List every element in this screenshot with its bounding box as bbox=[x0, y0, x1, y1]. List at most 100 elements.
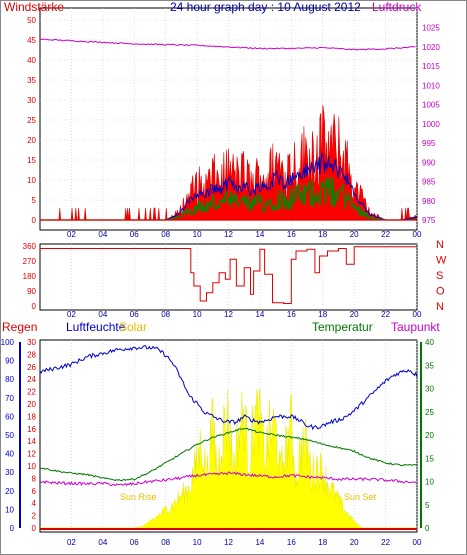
temperature-tick-label: 20 bbox=[425, 431, 434, 440]
direction-tick-label: 360 bbox=[23, 242, 37, 251]
wind-axis-title: Windstärke bbox=[4, 0, 64, 14]
x-tick-label: 04 bbox=[98, 310, 107, 319]
sunset-label: Sun Set bbox=[344, 492, 377, 502]
humidity-tick-label: 90 bbox=[5, 357, 14, 366]
series-temperature bbox=[39, 427, 418, 482]
pressure-tick-label: 1015 bbox=[422, 62, 440, 71]
temperature-tick-label: 30 bbox=[425, 385, 434, 394]
series-pressure bbox=[39, 38, 416, 51]
solar-axis-title: Solar bbox=[119, 320, 147, 334]
x-tick-label: 08 bbox=[161, 230, 170, 239]
humidity-tick-label: 50 bbox=[5, 431, 14, 440]
direction-tick-label: 180 bbox=[23, 272, 37, 281]
wind-tick-label: 15 bbox=[27, 156, 36, 165]
direction-tick-label: 0 bbox=[32, 302, 37, 311]
pressure-tick-label: 990 bbox=[422, 158, 436, 167]
temperature-axis-title: Temperatur bbox=[312, 320, 373, 334]
sunrise-label: Sun Rise bbox=[120, 492, 157, 502]
x-tick-label: 10 bbox=[193, 310, 202, 319]
x-tick-label: 12 bbox=[224, 310, 233, 319]
wind-tick-label: 35 bbox=[27, 76, 36, 85]
wind-tick-label: 20 bbox=[27, 136, 36, 145]
x-tick-label: 20 bbox=[350, 310, 359, 319]
x-tick-label: 12 bbox=[224, 230, 233, 239]
temperature-tick-label: 35 bbox=[425, 361, 434, 370]
x-tick-label: 14 bbox=[255, 538, 264, 547]
solar-tick-label: 8 bbox=[32, 474, 37, 483]
pressure-tick-label: 1025 bbox=[422, 24, 440, 33]
wind-tick-label: 25 bbox=[27, 116, 36, 125]
temperature-tick-label: 10 bbox=[425, 478, 434, 487]
series-layer bbox=[39, 38, 418, 530]
series-wind-direction bbox=[40, 246, 417, 304]
wind-tick-label: 5 bbox=[32, 196, 37, 205]
temperature-tick-label: 15 bbox=[425, 454, 434, 463]
solar-tick-label: 10 bbox=[27, 462, 36, 471]
pressure-tick-label: 1005 bbox=[422, 101, 440, 110]
temperature-tick-label: 0 bbox=[425, 524, 430, 533]
x-tick-label: 20 bbox=[350, 538, 359, 547]
humidity-tick-label: 20 bbox=[5, 487, 14, 496]
solar-tick-label: 18 bbox=[27, 412, 36, 421]
compass-label: O bbox=[436, 286, 445, 298]
direction-tick-label: 90 bbox=[27, 287, 36, 296]
humidity-tick-label: 10 bbox=[5, 505, 14, 514]
temperature-tick-label: 40 bbox=[425, 338, 434, 347]
series-humidity bbox=[39, 345, 418, 431]
dewpoint-axis-title: Taupunkt bbox=[391, 320, 440, 334]
wind-tick-label: 40 bbox=[27, 56, 36, 65]
humidity-tick-label: 30 bbox=[5, 468, 14, 477]
wind-tick-label: 50 bbox=[27, 16, 36, 25]
solar-tick-label: 28 bbox=[27, 350, 36, 359]
pressure-tick-label: 995 bbox=[422, 139, 436, 148]
humidity-tick-label: 70 bbox=[5, 394, 14, 403]
humidity-tick-label: 60 bbox=[5, 412, 14, 421]
humidity-tick-label: 40 bbox=[5, 450, 14, 459]
x-tick-label: 10 bbox=[193, 230, 202, 239]
humidity-axis-title: Luftfeuchte bbox=[66, 320, 126, 334]
pressure-tick-label: 1000 bbox=[422, 120, 440, 129]
humidity-tick-label: 0 bbox=[10, 524, 15, 533]
x-tick-label: 06 bbox=[130, 230, 139, 239]
x-tick-label: 04 bbox=[98, 538, 107, 547]
solar-tick-label: 14 bbox=[27, 437, 36, 446]
x-tick-label: 14 bbox=[255, 230, 264, 239]
x-tick-label: 02 bbox=[67, 230, 76, 239]
x-tick-label: 04 bbox=[98, 230, 107, 239]
solar-tick-label: 0 bbox=[32, 524, 37, 533]
x-tick-label: 16 bbox=[287, 230, 296, 239]
compass-label: N bbox=[436, 239, 444, 251]
compass-label: N bbox=[436, 301, 444, 313]
solar-tick-label: 16 bbox=[27, 425, 36, 434]
rain-axis-title: Regen bbox=[2, 320, 37, 334]
solar-tick-label: 12 bbox=[27, 450, 36, 459]
x-tick-label: 02 bbox=[67, 538, 76, 547]
pressure-axis-title: Luftdruck bbox=[372, 0, 422, 14]
wind-tick-label: 10 bbox=[27, 176, 36, 185]
solar-tick-label: 24 bbox=[27, 375, 36, 384]
x-tick-label: 06 bbox=[130, 538, 139, 547]
x-tick-label: 18 bbox=[318, 538, 327, 547]
pressure-tick-label: 980 bbox=[422, 197, 436, 206]
x-tick-label: 02 bbox=[67, 310, 76, 319]
direction-tick-label: 270 bbox=[23, 257, 37, 266]
x-tick-label: 16 bbox=[287, 538, 296, 547]
pressure-tick-label: 985 bbox=[422, 178, 436, 187]
solar-tick-label: 2 bbox=[32, 512, 37, 521]
x-tick-label: 00 bbox=[413, 310, 422, 319]
pressure-tick-label: 1020 bbox=[422, 43, 440, 52]
x-tick-label: 10 bbox=[193, 538, 202, 547]
pressure-tick-label: 1010 bbox=[422, 81, 440, 90]
wind-tick-label: 45 bbox=[27, 36, 36, 45]
compass-label: W bbox=[436, 255, 447, 267]
x-tick-label: 14 bbox=[255, 310, 264, 319]
temperature-tick-label: 25 bbox=[425, 408, 434, 417]
solar-tick-label: 22 bbox=[27, 388, 36, 397]
x-tick-label: 16 bbox=[287, 310, 296, 319]
x-tick-label: 18 bbox=[318, 310, 327, 319]
humidity-tick-label: 80 bbox=[5, 375, 14, 384]
solar-tick-label: 20 bbox=[27, 400, 36, 409]
humidity-tick-label: 100 bbox=[1, 338, 15, 347]
